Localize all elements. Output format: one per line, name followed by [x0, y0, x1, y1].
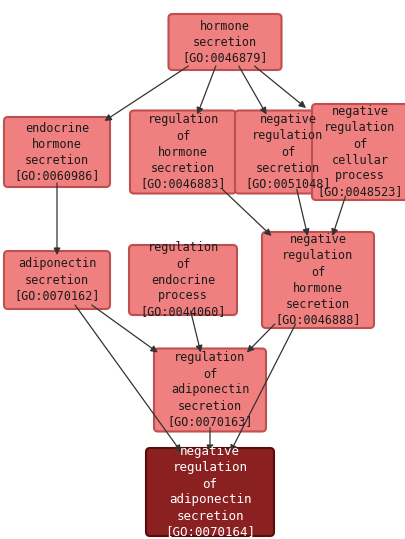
FancyBboxPatch shape	[130, 110, 235, 194]
FancyBboxPatch shape	[146, 448, 273, 536]
FancyBboxPatch shape	[153, 349, 265, 432]
Text: negative
regulation
of
hormone
secretion
[GO:0046888]: negative regulation of hormone secretion…	[275, 233, 360, 327]
Text: regulation
of
hormone
secretion
[GO:0046883]: regulation of hormone secretion [GO:0046…	[140, 114, 225, 190]
Text: hormone
secretion
[GO:0046879]: hormone secretion [GO:0046879]	[182, 19, 267, 65]
Text: negative
regulation
of
cellular
process
[GO:0048523]: negative regulation of cellular process …	[316, 106, 402, 198]
Text: adiponectin
secretion
[GO:0070162]: adiponectin secretion [GO:0070162]	[14, 258, 100, 302]
FancyBboxPatch shape	[4, 117, 110, 187]
FancyBboxPatch shape	[4, 251, 110, 309]
Text: negative
regulation
of
adiponectin
secretion
[GO:0070164]: negative regulation of adiponectin secre…	[164, 446, 254, 538]
Text: regulation
of
endocrine
process
[GO:0044060]: regulation of endocrine process [GO:0044…	[140, 241, 225, 319]
Text: negative
regulation
of
secretion
[GO:0051048]: negative regulation of secretion [GO:005…	[245, 114, 330, 190]
FancyBboxPatch shape	[261, 232, 373, 328]
Text: regulation
of
adiponectin
secretion
[GO:0070163]: regulation of adiponectin secretion [GO:…	[167, 351, 252, 429]
FancyBboxPatch shape	[129, 245, 237, 315]
FancyBboxPatch shape	[168, 14, 281, 70]
FancyBboxPatch shape	[311, 104, 405, 200]
Text: endocrine
hormone
secretion
[GO:0060986]: endocrine hormone secretion [GO:0060986]	[14, 121, 100, 183]
FancyBboxPatch shape	[234, 110, 340, 194]
